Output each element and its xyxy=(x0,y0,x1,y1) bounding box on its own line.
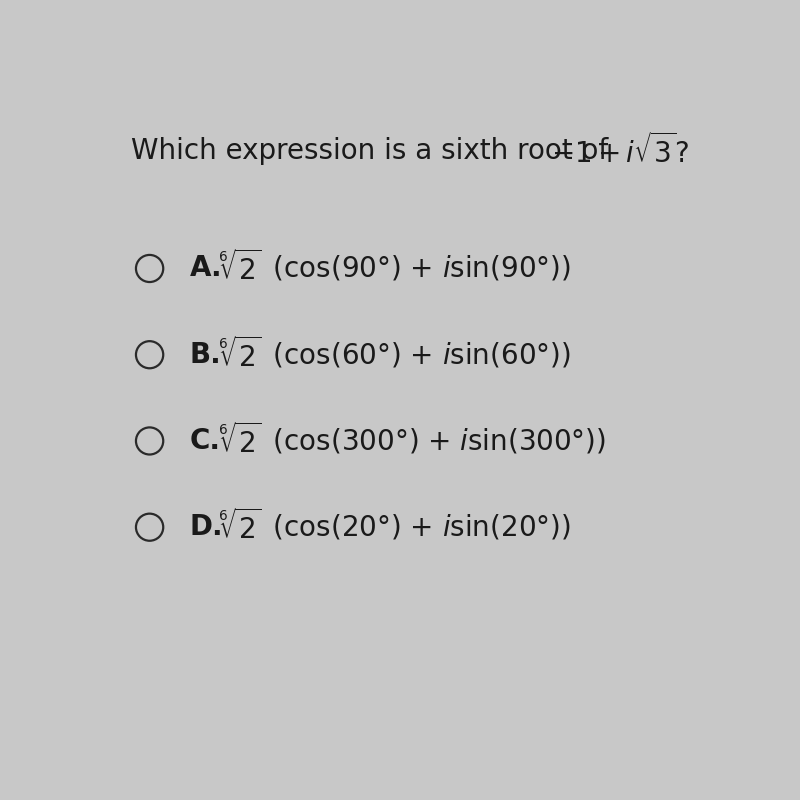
Text: $\sqrt[6]{2}$: $\sqrt[6]{2}$ xyxy=(218,337,262,373)
Text: Which expression is a sixth root of: Which expression is a sixth root of xyxy=(131,138,608,166)
Text: $\sqrt[6]{2}$: $\sqrt[6]{2}$ xyxy=(218,250,262,286)
Text: (cos(20°) + $\it{i}$sin(20°)): (cos(20°) + $\it{i}$sin(20°)) xyxy=(264,513,571,542)
Text: $-1 + i\sqrt{3}$?: $-1 + i\sqrt{3}$? xyxy=(551,134,690,170)
Text: A.: A. xyxy=(190,254,222,282)
Text: D.: D. xyxy=(190,514,223,542)
Text: $\sqrt[6]{2}$: $\sqrt[6]{2}$ xyxy=(218,423,262,459)
Text: B.: B. xyxy=(190,341,222,369)
Text: (cos(300°) + $\it{i}$sin(300°)): (cos(300°) + $\it{i}$sin(300°)) xyxy=(264,426,606,455)
Text: (cos(90°) + $\it{i}$sin(90°)): (cos(90°) + $\it{i}$sin(90°)) xyxy=(264,254,571,283)
Text: $\sqrt[6]{2}$: $\sqrt[6]{2}$ xyxy=(218,510,262,545)
Text: C.: C. xyxy=(190,427,221,455)
Text: (cos(60°) + $\it{i}$sin(60°)): (cos(60°) + $\it{i}$sin(60°)) xyxy=(264,340,571,370)
